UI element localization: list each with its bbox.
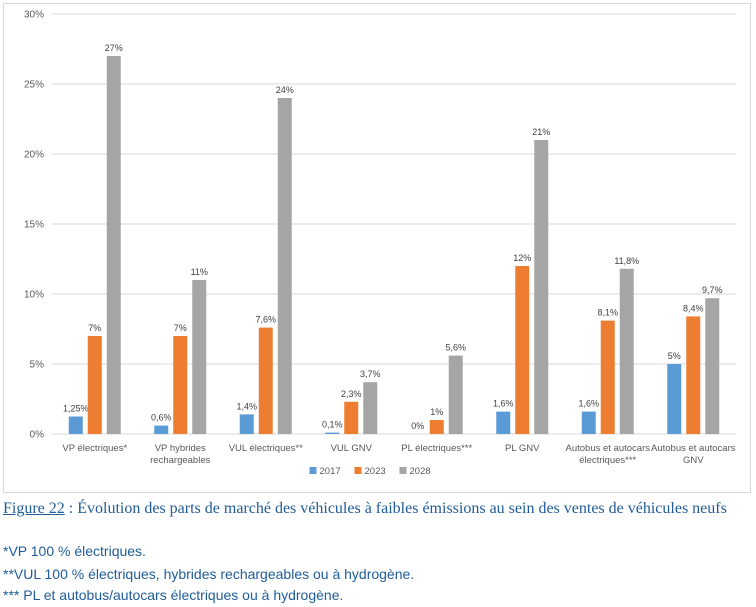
y-tick-label: 10% [24, 290, 44, 301]
data-label: 0% [411, 421, 424, 431]
x-tick-label: VP électriques* [62, 443, 127, 454]
bar [448, 355, 463, 434]
data-label: 27% [105, 43, 123, 53]
data-label: 1,25% [63, 404, 89, 414]
x-tick-label: PL GNV [505, 443, 540, 454]
data-label: 0,6% [151, 413, 172, 423]
data-label: 1,6% [493, 399, 514, 409]
bar [344, 401, 359, 434]
x-tick-label: rechargeables [150, 455, 210, 466]
data-label: 12% [513, 253, 531, 263]
bar [154, 425, 169, 434]
figure-caption-ref: Figure 22 [3, 500, 65, 517]
bar [277, 98, 292, 434]
bar [173, 336, 188, 434]
y-tick-label: 20% [24, 150, 44, 161]
y-tick-label: 30% [24, 10, 44, 21]
legend-label: 2017 [320, 466, 341, 477]
x-tick-label: PL électriques*** [401, 443, 472, 454]
data-label: 2,3% [341, 389, 362, 399]
bar [87, 336, 102, 434]
y-tick-label: 25% [24, 80, 44, 91]
figure-caption-text: : Évolution des parts de marché des véhi… [64, 500, 727, 517]
data-label: 1,4% [236, 401, 257, 411]
bar [705, 298, 720, 434]
x-tick-label: Autobus et autocars [651, 443, 736, 454]
chart-frame: 0% 5% 10% 15% 20% 25% 30% 1,25% 7% 27% VP électriq… [3, 3, 751, 493]
bar [496, 411, 511, 434]
x-tick-label: Autobus et autocars [566, 443, 651, 454]
data-label: 7,6% [255, 315, 276, 325]
data-label: 5% [668, 351, 681, 361]
data-label: 0,1% [322, 420, 343, 430]
bar [325, 432, 340, 434]
bar [667, 364, 682, 434]
legend-swatch [309, 467, 317, 474]
data-label: 11% [191, 267, 208, 277]
bar [600, 320, 615, 434]
bar [192, 280, 207, 434]
bar [429, 420, 444, 434]
bar [363, 382, 378, 434]
legend-swatch [354, 467, 362, 474]
bar-chart: 0% 5% 10% 15% 20% 25% 30% 1,25% 7% 27% VP électriq… [24, 10, 736, 477]
x-tick-label: VUL GNV [331, 443, 373, 454]
x-tick-label: VP hybrides [155, 443, 206, 454]
bar [258, 327, 273, 434]
bar [239, 414, 254, 434]
figure-caption: Figure 22 : Évolution des parts de march… [3, 499, 751, 518]
bar [68, 416, 83, 434]
bar [686, 316, 701, 434]
legend-label: 2028 [410, 466, 431, 477]
footnote-2: **VUL 100 % électriques, hybrides rechar… [3, 566, 415, 582]
data-label: 1% [430, 407, 443, 417]
data-label: 5,6% [445, 343, 466, 353]
y-tick-label: 5% [30, 360, 45, 371]
data-label: 8,4% [683, 303, 704, 313]
x-tick-label: VUL électriques** [229, 443, 303, 454]
bar [106, 56, 121, 434]
y-tick-label: 15% [24, 220, 44, 231]
bar [534, 140, 549, 434]
y-tick-label: 0% [30, 430, 45, 441]
footnote-3: *** PL et autobus/autocars électriques o… [3, 587, 344, 603]
x-tick-label: électriques*** [579, 455, 636, 466]
data-label: 7% [88, 323, 101, 333]
bar [619, 268, 634, 434]
legend-swatch [399, 467, 407, 474]
data-label: 9,7% [702, 285, 723, 295]
footnote-1: *VP 100 % électriques. [3, 543, 146, 559]
x-tick-label: GNV [683, 455, 704, 466]
data-label: 21% [532, 127, 550, 137]
data-label: 1,6% [578, 399, 599, 409]
bar [515, 266, 530, 434]
legend-label: 2023 [365, 466, 386, 477]
data-label: 24% [276, 85, 294, 95]
data-label: 8,1% [597, 308, 618, 318]
bar [581, 411, 596, 434]
data-label: 11,8% [614, 256, 639, 266]
data-label: 3,7% [360, 369, 381, 379]
data-label: 7% [174, 323, 187, 333]
